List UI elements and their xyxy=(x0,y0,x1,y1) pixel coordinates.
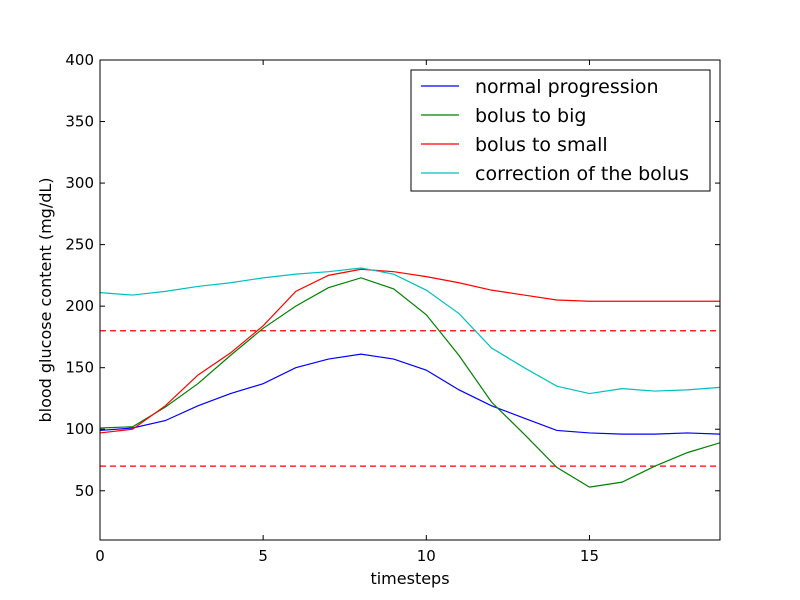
y-tick-label: 50 xyxy=(75,482,94,500)
legend-label: bolus to small xyxy=(475,134,608,156)
y-tick-label: 100 xyxy=(65,420,94,438)
legend-item: bolus to big xyxy=(421,105,586,127)
series-line-1 xyxy=(100,353,720,435)
x-tick-label: 10 xyxy=(417,547,436,565)
legend-item: bolus to small xyxy=(421,134,608,156)
legend-box xyxy=(410,69,711,192)
y-tick-label: 350 xyxy=(65,113,94,131)
legend-item: correction of the bolus xyxy=(421,163,689,185)
series-lines xyxy=(100,267,720,488)
legend-label: correction of the bolus xyxy=(475,163,689,185)
y-tick-label: 150 xyxy=(65,359,94,377)
legend: normal progression bolus to big bolus to s… xyxy=(410,69,711,192)
y-axis-label: blood glucose content (mg/dL) xyxy=(36,177,55,422)
x-tick-label: 5 xyxy=(258,547,268,565)
plot-area xyxy=(99,59,721,541)
y-tick-label: 300 xyxy=(65,174,94,192)
legend-label: normal progression xyxy=(475,76,659,98)
x-tick-label: 0 xyxy=(95,547,105,565)
series-line-3 xyxy=(100,268,720,434)
legend-label: bolus to big xyxy=(475,105,586,127)
series-line-2 xyxy=(100,277,720,488)
x-axis-label: timesteps xyxy=(370,569,449,588)
y-tick-label: 200 xyxy=(65,297,94,315)
reference-lines xyxy=(100,330,720,467)
x-tick-label: 15 xyxy=(580,547,599,565)
axis-ticks: 0 5 10 15 50 100 150 200 250 300 350 400 xyxy=(65,51,720,565)
series-line-4 xyxy=(100,267,720,395)
legend-item: normal progression xyxy=(421,76,659,98)
y-tick-label: 400 xyxy=(65,51,94,69)
y-tick-label: 250 xyxy=(65,236,94,254)
